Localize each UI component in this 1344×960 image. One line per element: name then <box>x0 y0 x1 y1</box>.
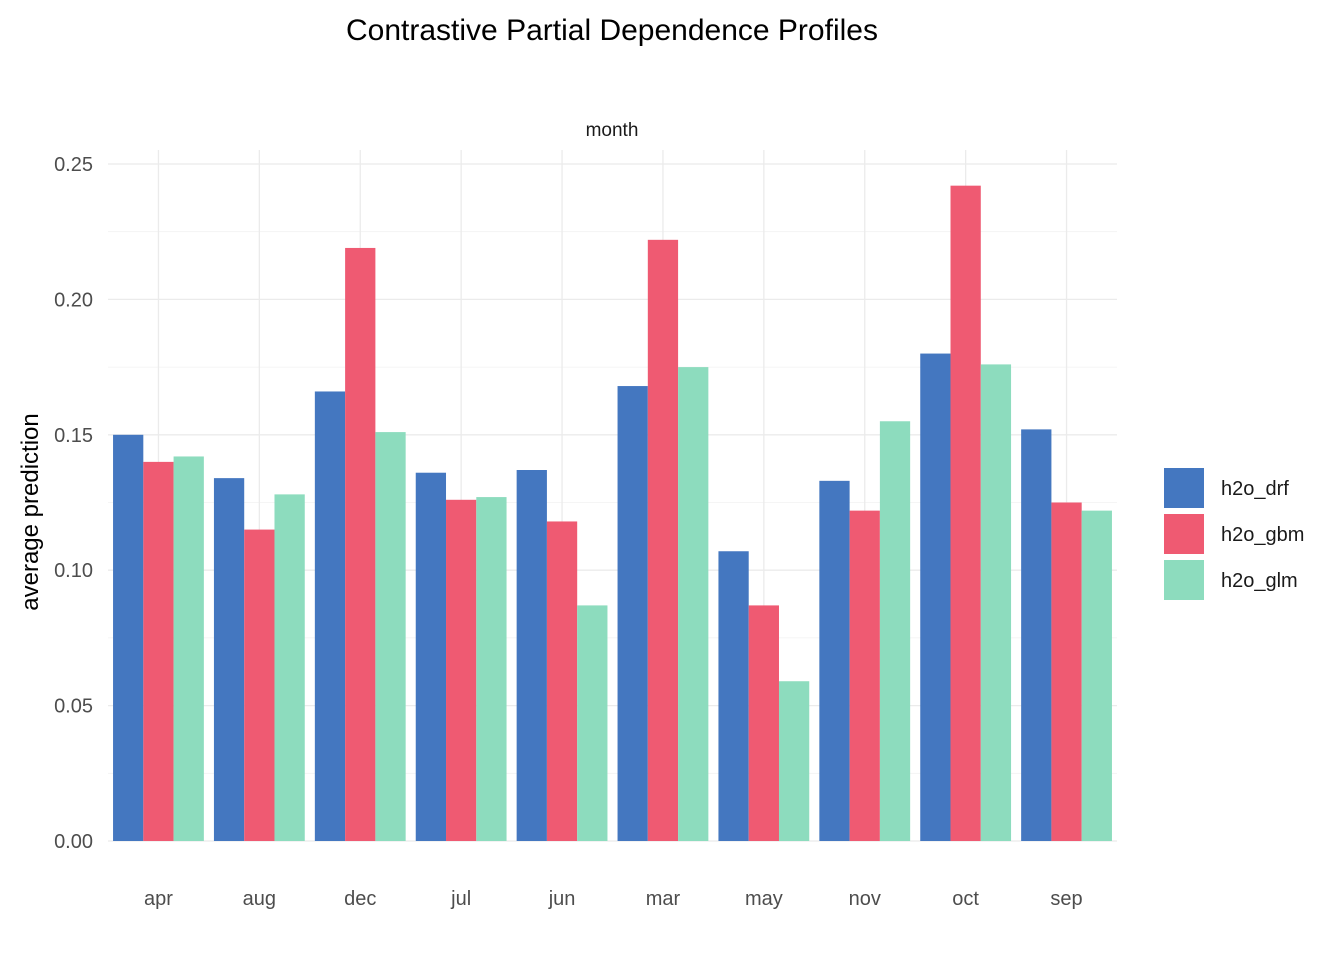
bar-h2o_glm-jul <box>476 497 507 841</box>
bar-h2o_gbm-jun <box>546 521 578 841</box>
bar-h2o_gbm-jul <box>446 499 477 841</box>
bar-h2o_drf-apr <box>113 434 144 841</box>
y-axis-label: average prediction <box>17 413 44 610</box>
legend-label-h2o_gbm: h2o_gbm <box>1221 524 1304 546</box>
bar-h2o_drf-dec <box>314 391 346 841</box>
bar-h2o_drf-nov <box>819 480 850 841</box>
chart-title: Contrastive Partial Dependence Profiles <box>346 14 878 47</box>
bar-h2o_glm-may <box>778 681 810 841</box>
bar-h2o_drf-mar <box>617 386 648 841</box>
y-tick-label: 0.25 <box>54 154 93 176</box>
bar-h2o_gbm-sep <box>1051 502 1082 841</box>
legend-key-h2o_glm <box>1164 560 1204 600</box>
x-tick-label: may <box>745 888 783 910</box>
x-tick-label: aug <box>243 888 276 910</box>
bar-h2o_glm-mar <box>678 367 709 841</box>
bar-h2o_gbm-apr <box>143 461 174 841</box>
bar-h2o_glm-jun <box>577 605 608 841</box>
bar-h2o_drf-may <box>718 551 749 841</box>
bar-h2o_glm-apr <box>173 456 204 841</box>
bar-h2o_gbm-nov <box>849 510 880 841</box>
legend-label-h2o_drf: h2o_drf <box>1221 478 1289 500</box>
legend-key-h2o_gbm <box>1164 514 1204 554</box>
facet-strip-label: month <box>586 120 639 141</box>
x-tick-label: nov <box>849 888 881 910</box>
legend-key-h2o_drf <box>1164 468 1204 508</box>
bar-h2o_drf-oct <box>920 353 951 841</box>
legend-label-h2o_glm: h2o_glm <box>1221 570 1298 592</box>
y-tick-label: 0.20 <box>54 289 93 311</box>
y-tick-label: 0.15 <box>54 425 93 447</box>
bar-h2o_glm-dec <box>375 432 406 841</box>
x-tick-label: jun <box>548 888 576 910</box>
y-tick-label: 0.05 <box>54 696 93 718</box>
y-axis-ticks: 0.00 0.05 0.10 0.15 0.20 0.25 <box>54 154 93 853</box>
x-tick-label: jul <box>450 888 471 910</box>
x-tick-label: mar <box>646 888 681 910</box>
bar-h2o_glm-sep <box>1081 510 1112 841</box>
bar-h2o_glm-aug <box>274 494 305 841</box>
bar-h2o_drf-jul <box>415 472 447 841</box>
y-tick-label: 0.00 <box>54 831 93 853</box>
x-axis-ticks: apr aug dec jul jun mar may nov oct sep <box>144 888 1083 910</box>
x-tick-label: sep <box>1050 888 1082 910</box>
bar-h2o_drf-aug <box>213 478 245 841</box>
x-tick-label: apr <box>144 888 173 910</box>
bar-h2o_drf-sep <box>1021 429 1052 841</box>
bar-h2o_gbm-aug <box>244 529 275 841</box>
bar-h2o_drf-jun <box>516 470 547 841</box>
bar-h2o_gbm-oct <box>950 185 981 841</box>
bar-h2o_gbm-may <box>748 605 779 841</box>
legend: h2o_drf h2o_gbm h2o_glm <box>1164 468 1304 600</box>
x-tick-label: oct <box>952 888 979 910</box>
bar-h2o_glm-nov <box>879 421 911 841</box>
bar-h2o_gbm-mar <box>647 239 679 842</box>
bar-h2o_gbm-dec <box>345 247 376 841</box>
bars <box>113 185 1112 842</box>
y-tick-label: 0.10 <box>54 560 93 582</box>
x-tick-label: dec <box>344 888 376 910</box>
bar-h2o_glm-oct <box>980 364 1012 841</box>
